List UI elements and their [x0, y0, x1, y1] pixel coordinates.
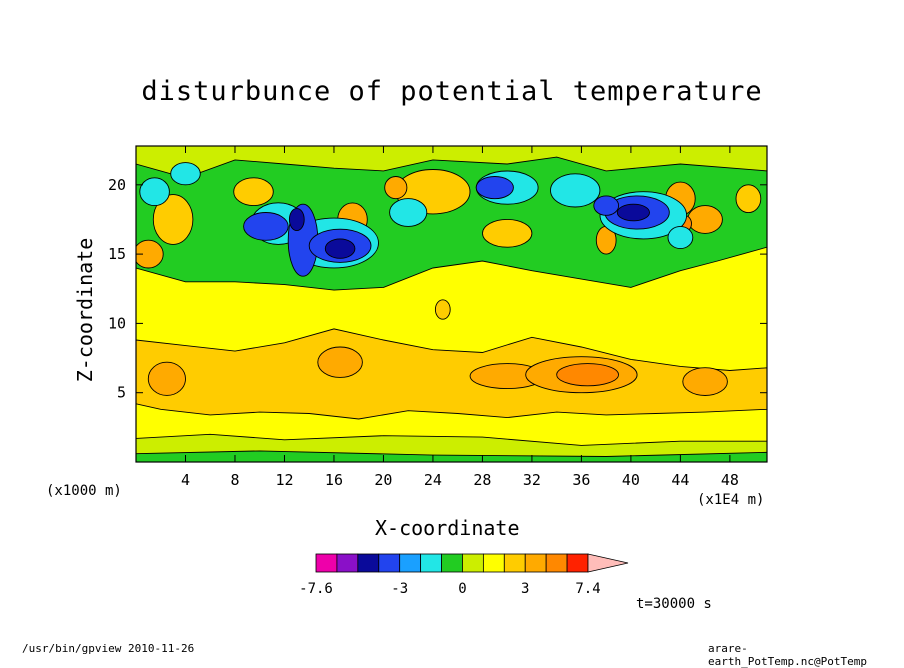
x-tick-label: 28: [473, 471, 491, 489]
light-orange-blob: [482, 218, 533, 248]
x-tick-label: 24: [424, 471, 442, 489]
navy-blob: [616, 203, 650, 222]
colorbar-segment: [315, 553, 338, 573]
footer-left: /usr/bin/gpview 2010-11-26: [22, 642, 195, 655]
cyan-blob: [139, 177, 170, 207]
colorbar-segment: [524, 553, 547, 573]
orange-blob: [147, 361, 186, 396]
x-axis: 4 8 12 16 20 24 28 32 36 40 44 48: [181, 146, 739, 489]
cyan-blob: [667, 225, 694, 250]
orange-blob: [384, 176, 408, 200]
orange-blob: [682, 367, 728, 396]
orange-blob: [136, 239, 164, 269]
lower-light-orange-band: [136, 328, 767, 420]
y-tick-label: 10: [108, 314, 126, 332]
cyan-blob: [389, 198, 428, 227]
light-orange-blob: [434, 299, 451, 320]
blue-blob: [593, 195, 620, 216]
y-unit-label: (x1000 m): [46, 483, 122, 499]
colorbar-segment: [566, 553, 589, 573]
x-tick-label: 44: [671, 471, 689, 489]
light-orange-blob: [735, 184, 762, 214]
upper-yellowgreen-band: [136, 146, 767, 179]
colorbar-segment: [420, 553, 442, 573]
colorbar-tick-label: 7.4: [575, 581, 600, 597]
bottom-green-band: [136, 450, 767, 462]
y-tick-label: 20: [108, 176, 126, 194]
orange-blob: [687, 205, 723, 234]
chart-title: disturbunce of potential temperature: [141, 76, 763, 107]
colorbar-tick-label: -3: [391, 581, 408, 597]
dark-orange-blob: [556, 363, 619, 387]
y-tick-label: 5: [117, 384, 126, 402]
colorbar-segment: [336, 553, 359, 573]
colorbar-segment: [378, 553, 401, 573]
colorbar-segment: [357, 553, 380, 573]
x-unit-label: (x1E4 m): [697, 492, 765, 508]
colorbar: -7.6 -3 0 3 7.4: [299, 553, 629, 597]
y-axis: 5 10 15 20: [108, 176, 767, 402]
footer-right: arare-earth_PotTemp.nc@PotTemp: [708, 642, 867, 668]
cyan-blob: [550, 173, 601, 208]
x-tick-label: 48: [721, 471, 739, 489]
x-axis-label: X-coordinate: [375, 516, 520, 540]
cyan-blob: [170, 162, 201, 186]
time-annotation: t=30000 s: [636, 596, 712, 612]
colorbar-segment: [441, 553, 463, 573]
orange-blob: [317, 346, 363, 378]
colorbar-segment: [545, 553, 568, 573]
x-tick-label: 36: [572, 471, 590, 489]
colorbar-segment: [462, 553, 484, 573]
x-tick-label: 40: [622, 471, 640, 489]
colorbar-arrow: [587, 553, 629, 573]
x-tick-label: 4: [181, 471, 190, 489]
colorbar-tick-label: 3: [521, 581, 529, 597]
blue-blob: [243, 212, 289, 241]
navy-blob: [288, 207, 305, 232]
x-tick-label: 32: [523, 471, 541, 489]
y-tick-label: 15: [108, 245, 126, 263]
navy-blob: [324, 238, 356, 259]
x-tick-label: 8: [230, 471, 239, 489]
colorbar-segment: [482, 553, 505, 573]
colorbar-tick-label: 0: [458, 581, 466, 597]
colorbar-tick-label: -7.6: [299, 581, 333, 597]
x-tick-label: 12: [275, 471, 293, 489]
colorbar-segment: [399, 553, 422, 573]
contour-field: [136, 146, 767, 462]
light-orange-blob: [233, 177, 274, 207]
colorbar-segment: [503, 553, 526, 573]
x-tick-label: 16: [325, 471, 343, 489]
y-axis-label: Z-coordinate: [73, 237, 97, 383]
blue-blob: [475, 176, 514, 200]
x-tick-label: 20: [374, 471, 392, 489]
plot-frame: [135, 145, 768, 463]
light-orange-blob: [152, 194, 194, 245]
